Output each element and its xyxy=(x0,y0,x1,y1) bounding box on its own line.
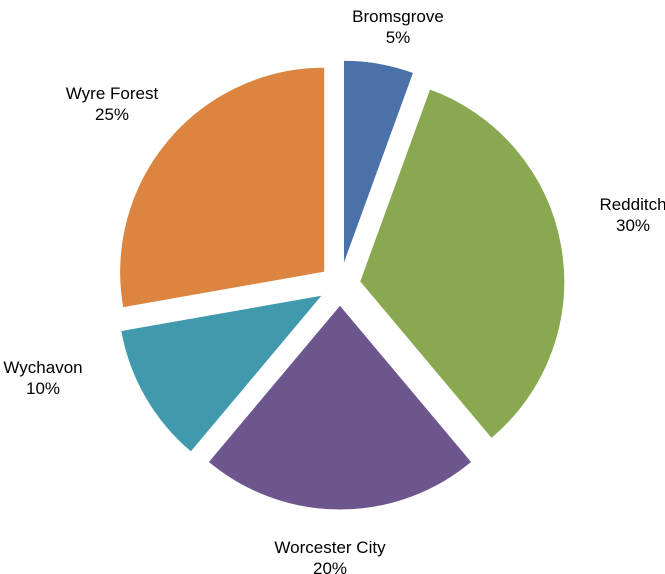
slice-category-label-wyre-forest: Wyre Forest xyxy=(66,84,159,103)
slice-percent-label-redditch: 30% xyxy=(616,216,650,235)
pie-slice-wychavon xyxy=(120,294,324,453)
slice-percent-label-wyre-forest: 25% xyxy=(95,105,129,124)
slice-percent-label-wychavon: 10% xyxy=(26,379,60,398)
slice-category-label-redditch: Redditch xyxy=(599,195,665,214)
pie-slices xyxy=(119,59,566,511)
slice-category-label-bromsgrove: Bromsgrove xyxy=(352,7,444,26)
slice-category-label-wychavon: Wychavon xyxy=(3,358,82,377)
slice-category-label-worcester-city: Worcester City xyxy=(274,538,386,557)
pie-labels: Bromsgrove 5% Redditch 30% Worcester City 20%… xyxy=(3,7,665,574)
slice-percent-label-worcester-city: 20% xyxy=(313,559,347,574)
pie-slice-redditch xyxy=(359,88,566,440)
pie-slice-wyre-forest xyxy=(119,66,326,309)
slice-percent-label-bromsgrove: 5% xyxy=(386,28,411,47)
pie-slice-worcester-city xyxy=(207,304,473,511)
pie-slice-bromsgrove xyxy=(342,59,415,266)
